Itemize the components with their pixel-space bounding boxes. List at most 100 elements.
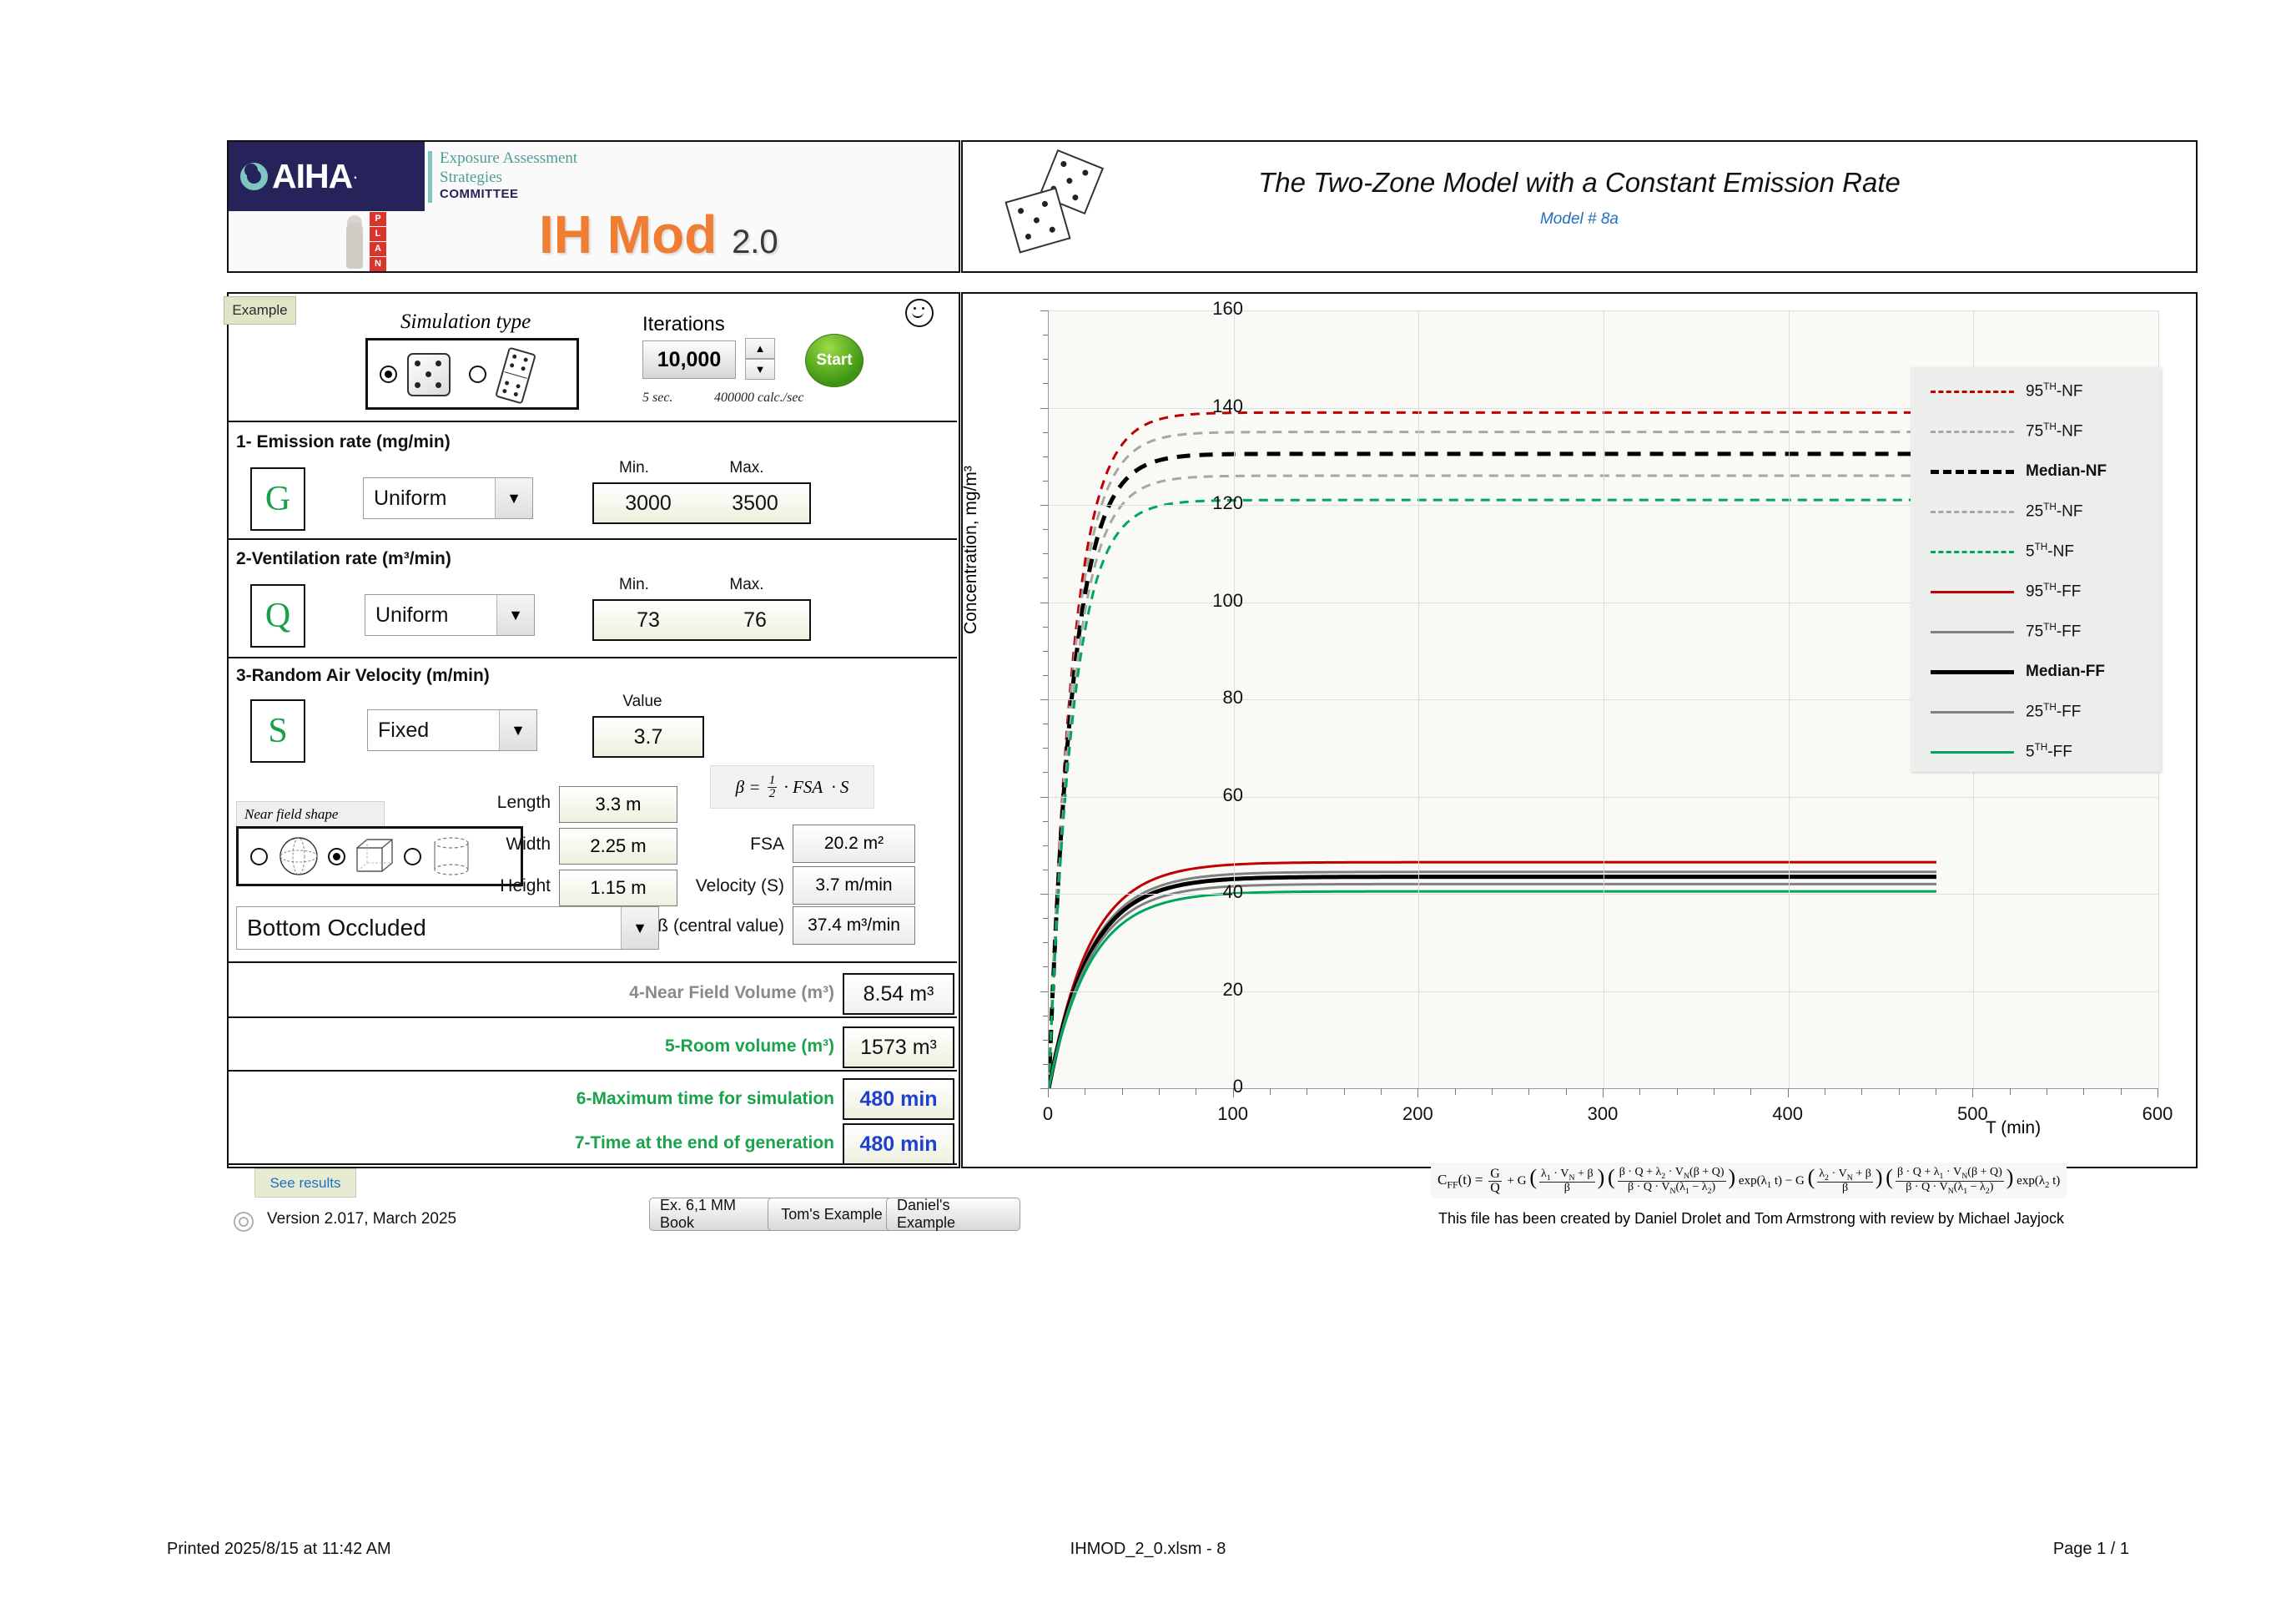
emission-min-input[interactable]: 3000: [592, 482, 703, 524]
credit-line: This file has been created by Daniel Dro…: [1438, 1210, 2064, 1227]
chevron-down-icon[interactable]: ▼: [499, 710, 536, 750]
legend-swatch: [1931, 630, 2014, 633]
legend-label: 5TH-FF: [2026, 742, 2072, 761]
length-input[interactable]: 3.3 m: [559, 786, 677, 823]
radio-shape-sphere[interactable]: [250, 847, 268, 865]
legend-label: 25TH-NF: [2026, 502, 2083, 521]
stepper-down-icon[interactable]: ▼: [745, 359, 775, 380]
y-axis-tick-label: 100: [1212, 589, 1243, 611]
legend-label: 25TH-FF: [2026, 702, 2082, 721]
x-axis-tick: [2120, 1088, 2122, 1095]
x-axis-tick: [1676, 1088, 1678, 1095]
x-axis-tick: [1159, 1088, 1160, 1095]
product-title: IH Mod 2.0: [539, 204, 778, 265]
smiley-icon[interactable]: [905, 299, 934, 327]
chart-series-9: [1049, 882, 1936, 1088]
legend-item: 75TH-NF: [1931, 421, 2082, 441]
box-icon: [356, 839, 393, 872]
iterations-input[interactable]: 10,000: [642, 340, 736, 379]
y-axis-tick-label: 80: [1222, 687, 1243, 708]
y-axis-minor-tick: [1043, 1039, 1048, 1041]
velocity-distribution-select[interactable]: Fixed ▼: [367, 709, 537, 751]
radio-shape-box[interactable]: [328, 847, 345, 865]
legend-item: Median-FF: [1931, 663, 2105, 680]
see-results-button[interactable]: See results: [254, 1168, 356, 1198]
x-axis-tick: [1270, 1088, 1271, 1095]
emission-min-label: Min.: [619, 459, 649, 477]
ventilation-min-input[interactable]: 73: [592, 599, 703, 641]
x-axis-tick: [1492, 1088, 1493, 1095]
divider: [227, 1016, 957, 1018]
example-button-mm-book[interactable]: Ex. 6,1 MM Book: [649, 1197, 778, 1231]
end-generation-input[interactable]: 480 min: [843, 1123, 954, 1165]
y-axis-tick-label: 140: [1212, 395, 1243, 416]
y-axis-minor-tick: [1043, 383, 1048, 385]
chevron-down-icon[interactable]: ▼: [496, 595, 534, 635]
y-axis-tick: [1040, 699, 1048, 700]
example-tab[interactable]: Example: [224, 296, 296, 325]
ventilation-distribution-value: Uniform: [375, 603, 449, 627]
x-axis-tick: [1750, 1088, 1752, 1095]
elapsed-time-note: 5 sec.: [642, 391, 673, 405]
x-axis-tick: [1528, 1088, 1530, 1095]
y-axis-tick-label: 160: [1212, 298, 1243, 319]
near-field-shape-selector[interactable]: [236, 826, 523, 886]
stepper-up-icon[interactable]: ▲: [745, 338, 775, 359]
accent-bar: [428, 151, 432, 203]
ventilation-min-label: Min.: [619, 576, 649, 593]
divider: [227, 1163, 957, 1165]
aiha-trademark-icon: ·: [352, 165, 359, 187]
emission-distribution-select[interactable]: Uniform ▼: [363, 477, 533, 519]
room-volume-label: 5-Room volume (m³): [664, 1036, 834, 1056]
ventilation-distribution-select[interactable]: Uniform ▼: [365, 594, 535, 636]
velocity-value-input[interactable]: 3.7: [592, 716, 704, 758]
x-axis-tick-label: 500: [1956, 1103, 1988, 1124]
simulation-type-selector[interactable]: [365, 338, 579, 410]
y-axis-tick-label: 20: [1222, 978, 1243, 1000]
chart-series-4: [1049, 474, 1936, 1088]
x-axis-tick-label: 300: [1587, 1103, 1619, 1124]
start-button[interactable]: Start: [805, 334, 864, 387]
width-input[interactable]: 2.25 m: [559, 828, 677, 865]
x-axis-tick: [1972, 1088, 1974, 1097]
fsa-label: FSA: [750, 835, 784, 854]
calc-speed-note: 400000 calc./sec: [714, 391, 804, 405]
y-axis-minor-tick: [1043, 456, 1048, 457]
chevron-down-icon[interactable]: ▼: [495, 478, 532, 518]
single-die-icon: [404, 350, 456, 398]
iterations-stepper[interactable]: ▲ ▼: [745, 338, 775, 380]
room-volume-input[interactable]: 1573 m³: [843, 1026, 954, 1068]
x-axis-label: T (min): [1986, 1118, 2042, 1137]
height-input[interactable]: 1.15 m: [559, 870, 677, 906]
example-button-daniels[interactable]: Daniel's Example: [886, 1197, 1020, 1231]
x-axis-tick: [1454, 1088, 1456, 1095]
occlusion-select[interactable]: Bottom Occluded ▼: [236, 906, 659, 950]
x-axis-tick: [1417, 1088, 1419, 1097]
radio-monte-carlo[interactable]: [380, 365, 397, 383]
y-axis-minor-tick: [1043, 577, 1048, 579]
radio-shape-cylinder[interactable]: [404, 847, 421, 865]
example-button-toms[interactable]: Tom's Example: [768, 1198, 896, 1231]
y-axis-minor-tick: [1043, 942, 1048, 944]
emission-max-input[interactable]: 3500: [701, 482, 811, 524]
y-axis-minor-tick: [1043, 431, 1048, 433]
max-time-input[interactable]: 480 min: [843, 1078, 954, 1120]
height-label: Height: [500, 876, 551, 895]
y-axis-minor-tick: [1043, 650, 1048, 652]
committee-block: Exposure Assessment Strategies COMMITTEE: [428, 149, 577, 203]
legend-swatch: [1931, 590, 2014, 593]
y-axis-minor-tick: [1043, 359, 1048, 361]
footer-filename: IHMOD_2_0.xlsm - 8: [1070, 1540, 1226, 1558]
chart-series-1: [1049, 411, 1936, 1088]
legend-swatch: [1931, 510, 2014, 513]
section-3-title: 3-Random Air Velocity (m/min): [236, 666, 490, 685]
chevron-down-icon[interactable]: ▼: [621, 907, 658, 949]
radio-deterministic[interactable]: [469, 365, 486, 383]
chart-series-8: [1049, 875, 1936, 1088]
gridline-vertical: [1418, 310, 1420, 1088]
x-axis-tick-label: 0: [1042, 1103, 1054, 1124]
section-1-title: 1- Emission rate (mg/min): [236, 432, 451, 451]
ventilation-max-input[interactable]: 76: [701, 599, 811, 641]
y-axis-minor-tick: [1043, 480, 1048, 482]
velocity-distribution-value: Fixed: [378, 718, 430, 742]
